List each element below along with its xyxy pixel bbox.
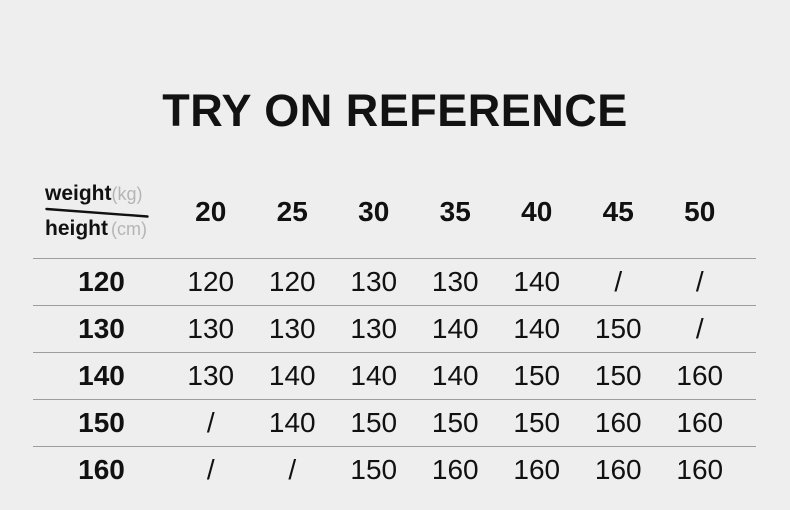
table-row-height-130: 130 130 130 130 140 140 150 / (33, 306, 756, 353)
table-cell: 130 (431, 266, 479, 297)
table-cell: / (614, 266, 623, 297)
table-cell: 140 (513, 313, 561, 344)
table-cell: 140 (431, 313, 479, 344)
row-header-height-120: 120 (78, 266, 125, 297)
height-unit: (cm) (111, 219, 147, 239)
table-cell: 150 (350, 454, 398, 485)
weight-unit: (kg) (111, 184, 143, 204)
table-cell: 160 (676, 407, 724, 438)
col-header-weight-50: 50 (684, 195, 716, 227)
height-label: height (45, 217, 108, 240)
table-cell: 150 (513, 360, 561, 391)
table-cell: 160 (676, 360, 724, 391)
page-title: TRY ON REFERENCE (162, 85, 628, 136)
table-cell: 130 (350, 313, 398, 344)
col-header-weight-30: 30 (358, 195, 390, 227)
table-cell: 140 (268, 360, 316, 391)
diagonal-divider-line (45, 207, 149, 218)
height-axis-label: height (cm) (45, 217, 149, 241)
table-cell: / (695, 313, 704, 344)
table-cell: 120 (187, 266, 235, 297)
col-header-weight-40: 40 (521, 195, 553, 227)
table-cell: 140 (268, 407, 316, 438)
size-reference-table: weight(kg) height (cm) 20 25 30 35 40 45 … (33, 165, 756, 493)
table-cell: 150 (594, 360, 642, 391)
table-cell: 160 (676, 454, 724, 485)
table-cell: / (288, 454, 297, 485)
row-header-height-150: 150 (78, 407, 125, 438)
table-cell: 140 (350, 360, 398, 391)
table-cell: / (206, 407, 215, 438)
table-cell: / (206, 454, 215, 485)
weight-axis-label: weight(kg) (45, 182, 149, 206)
row-header-height-140: 140 (78, 360, 125, 391)
table-cell: 150 (594, 313, 642, 344)
table-cell: 140 (431, 360, 479, 391)
table-row-height-120: 120 120 120 130 130 140 / / (33, 259, 756, 306)
table-row-height-150: 150 / 140 150 150 150 160 160 (33, 400, 756, 447)
corner-axis-cell: weight(kg) height (cm) (33, 182, 170, 241)
table-cell: 130 (350, 266, 398, 297)
row-header-height-160: 160 (78, 454, 125, 485)
table-cell: 120 (268, 266, 316, 297)
table-cell: / (695, 266, 704, 297)
table-cell: 160 (594, 454, 642, 485)
table-cell: 160 (594, 407, 642, 438)
col-header-weight-20: 20 (195, 195, 227, 227)
table-cell: 130 (187, 313, 235, 344)
table-cell: 150 (513, 407, 561, 438)
weight-label: weight (45, 182, 112, 205)
table-header-row: weight(kg) height (cm) 20 25 30 35 40 45 … (33, 165, 756, 259)
col-header-weight-35: 35 (439, 195, 471, 227)
table-cell: 130 (268, 313, 316, 344)
table-cell: 140 (513, 266, 561, 297)
table-cell: 130 (187, 360, 235, 391)
weight-height-legend: weight(kg) height (cm) (45, 182, 149, 241)
table-row-height-160: 160 / / 150 160 160 160 160 (33, 447, 756, 493)
table-row-height-140: 140 130 140 140 140 150 150 160 (33, 353, 756, 400)
row-header-height-130: 130 (78, 313, 125, 344)
table-cell: 150 (431, 407, 479, 438)
table-cell: 150 (350, 407, 398, 438)
col-header-weight-45: 45 (602, 195, 634, 227)
col-header-weight-25: 25 (276, 195, 308, 227)
table-cell: 160 (513, 454, 561, 485)
table-cell: 160 (431, 454, 479, 485)
